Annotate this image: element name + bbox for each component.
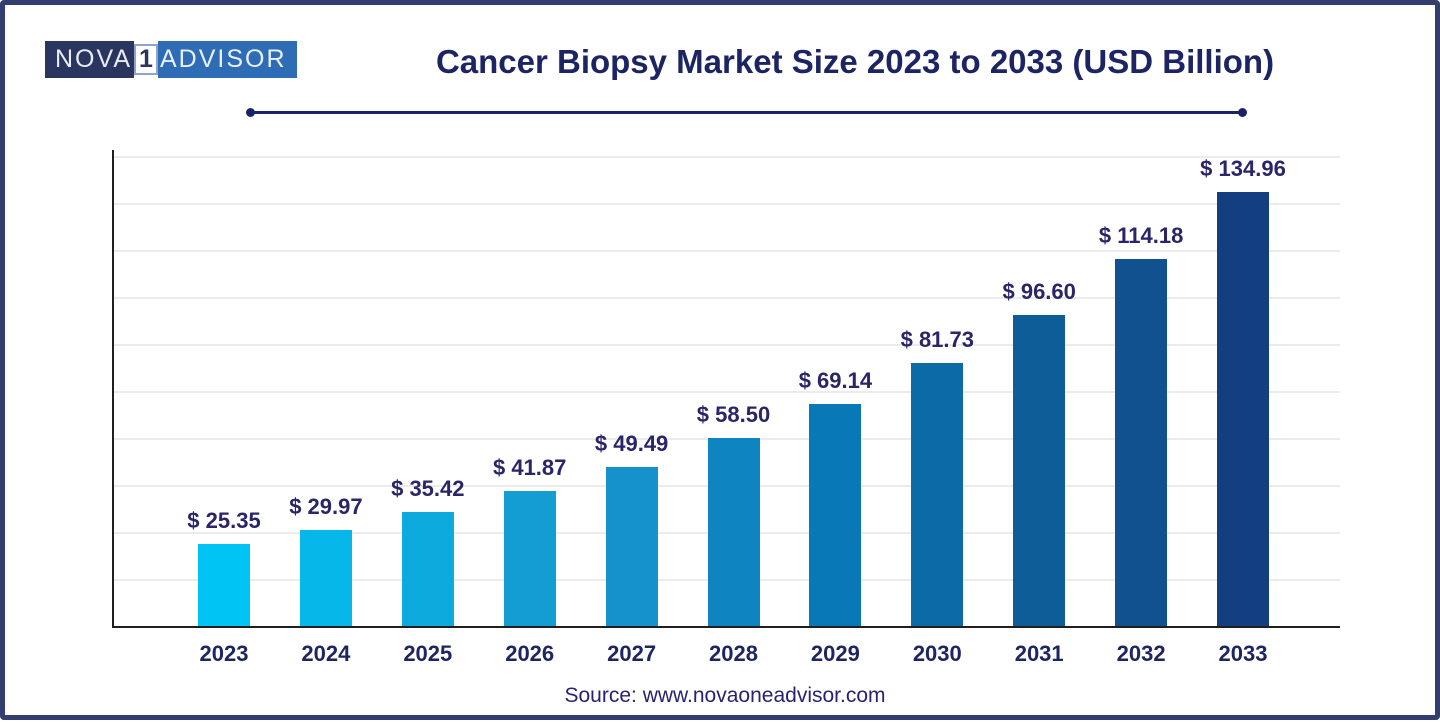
bar-2030 [911, 363, 964, 626]
year-label-2023: 2023 [199, 641, 249, 666]
bar-2024 [299, 530, 352, 626]
bar-2033 [1217, 192, 1269, 626]
bar-2029 [809, 404, 862, 626]
bar-value-label-2033: $ 134.96 [1200, 156, 1286, 181]
bar-2027 [605, 467, 658, 626]
bar-2031 [1013, 315, 1066, 626]
bar-value-label-2023: $ 25.35 [187, 508, 261, 533]
bar-value-label-2024: $ 29.97 [289, 494, 363, 519]
year-label-2025: 2025 [403, 641, 453, 666]
chart-title: Cancer Biopsy Market Size 2023 to 2033 (… [435, 43, 1275, 80]
bar-2026 [503, 491, 556, 626]
underline-left-dot [246, 108, 255, 117]
gridline [114, 203, 1340, 205]
bar-2023 [198, 544, 250, 626]
bar-value-label-2032: $ 114.18 [1098, 223, 1184, 248]
year-label-2024: 2024 [301, 641, 351, 666]
year-label-2028: 2028 [709, 641, 758, 666]
gridline [114, 391, 1340, 393]
bar-value-label-2031: $ 96.60 [1002, 279, 1076, 304]
year-label-2030: 2030 [912, 641, 962, 666]
bar-value-label-2027: $ 49.49 [594, 431, 669, 456]
underline-right-dot [1238, 108, 1247, 117]
gridline [114, 297, 1340, 299]
year-label-2032: 2032 [1116, 641, 1166, 666]
bar-2025 [401, 512, 454, 626]
bar-value-label-2030: $ 81.73 [900, 327, 974, 352]
logo-one-badge: 1 [134, 44, 158, 75]
year-label-2029: 2029 [810, 641, 860, 666]
bar-2028 [707, 438, 760, 626]
bar-value-label-2026: $ 41.87 [492, 455, 567, 480]
title-underline [246, 108, 1247, 117]
logo-text-advisor: ADVISOR [158, 41, 297, 78]
bar-value-label-2025: $ 35.42 [391, 476, 465, 501]
logo-text-nova: NOVA [45, 41, 134, 78]
x-axis-line [112, 626, 1340, 628]
year-label-2031: 2031 [1014, 641, 1064, 666]
bar-value-label-2029: $ 69.14 [798, 368, 873, 393]
bar-2032 [1115, 259, 1168, 626]
year-label-2026: 2026 [505, 641, 555, 666]
year-label-2027: 2027 [607, 641, 657, 666]
nova-one-advisor-logo: NOVA 1 ADVISOR [45, 41, 297, 78]
gridline [114, 250, 1340, 252]
gridline [114, 156, 1340, 158]
bar-value-label-2028: $ 58.50 [696, 402, 771, 427]
gridline [114, 344, 1340, 346]
source-text: Source: www.novaoneadvisor.com [564, 684, 886, 707]
y-axis-line [112, 150, 114, 628]
bar-chart: $ 25.35 2023 $ 29.97 2024 $ 35.42 2025 $ 41.87… [5, 5, 1440, 725]
year-label-2033: 2033 [1218, 641, 1268, 666]
